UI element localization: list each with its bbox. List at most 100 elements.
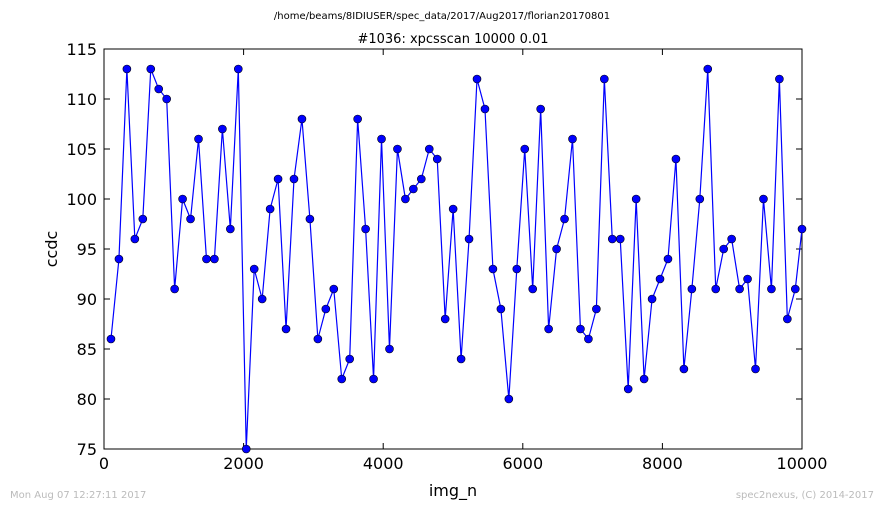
data-point	[623, 384, 633, 394]
data-point	[647, 294, 657, 304]
x-tick-label: 8000	[642, 454, 683, 473]
data-point	[154, 84, 164, 94]
y-tick-label: 105	[66, 140, 97, 159]
data-point	[393, 144, 402, 154]
data-point	[536, 104, 545, 114]
data-point	[170, 284, 179, 294]
series-line	[110, 68, 803, 450]
data-point	[743, 274, 752, 284]
data-point	[719, 244, 728, 254]
data-point	[417, 174, 426, 184]
data-point	[249, 264, 259, 274]
data-point	[257, 294, 267, 304]
data-point	[273, 174, 283, 184]
data-point	[321, 304, 331, 314]
data-point	[767, 284, 776, 294]
data-point	[377, 134, 386, 144]
data-point	[600, 74, 609, 84]
data-point	[560, 214, 569, 224]
data-point	[146, 64, 156, 74]
data-point	[783, 314, 792, 324]
data-point	[122, 64, 132, 74]
data-point	[735, 284, 744, 294]
data-point	[655, 274, 665, 284]
data-point	[194, 134, 203, 144]
x-tick-label: 10000	[777, 454, 828, 473]
data-point	[448, 204, 458, 214]
data-point	[138, 214, 148, 224]
data-point	[130, 234, 140, 244]
data-point	[345, 354, 354, 364]
data-point	[178, 194, 187, 204]
data-point	[385, 344, 394, 354]
y-tick-label: 85	[77, 340, 97, 359]
data-point	[265, 204, 275, 214]
x-axis-label: img_n	[429, 481, 477, 501]
data-point	[440, 314, 450, 324]
data-point	[409, 184, 418, 194]
data-point	[114, 254, 124, 264]
data-point	[353, 114, 362, 124]
data-point	[424, 144, 434, 154]
data-point	[512, 264, 522, 274]
data-point	[432, 154, 442, 164]
footer-timestamp: Mon Aug 07 12:27:11 2017	[10, 490, 146, 501]
y-tick-label: 90	[77, 290, 97, 309]
chart-title: #1036: xpcsscan 10000 0.01	[357, 32, 548, 47]
data-point	[544, 324, 553, 334]
data-point	[568, 134, 577, 144]
data-point	[226, 224, 235, 234]
data-point	[106, 334, 116, 344]
data-point	[607, 234, 617, 244]
y-tick-label: 75	[77, 440, 97, 459]
data-point	[727, 234, 736, 244]
data-point	[679, 364, 689, 374]
data-point	[289, 174, 299, 184]
y-tick-label: 95	[77, 240, 97, 259]
data-point	[576, 324, 585, 334]
data-point	[552, 244, 561, 254]
data-point	[615, 234, 625, 244]
data-point	[464, 234, 474, 244]
x-tick-label: 0	[99, 454, 109, 473]
data-point	[631, 194, 641, 204]
file-path-header: /home/beams/8IDIUSER/spec_data/2017/Aug2…	[274, 11, 610, 22]
data-point	[504, 394, 514, 404]
data-point	[528, 284, 538, 294]
data-point	[305, 214, 315, 224]
data-point	[703, 64, 713, 74]
data-point	[671, 154, 681, 164]
x-tick-label: 6000	[502, 454, 543, 473]
data-point	[711, 284, 721, 294]
data-point	[162, 94, 171, 104]
data-point	[337, 374, 347, 384]
data-point	[496, 304, 506, 314]
data-point	[790, 284, 800, 294]
data-point	[329, 284, 339, 294]
y-tick-label: 115	[66, 40, 97, 59]
data-point	[313, 334, 323, 344]
data-point	[210, 254, 219, 264]
data-point	[218, 124, 227, 134]
data-point	[456, 354, 466, 364]
data-point	[584, 334, 593, 344]
y-tick-label: 80	[77, 390, 97, 409]
data-point	[241, 444, 251, 454]
y-axis-label: ccdc	[42, 231, 61, 268]
data-point	[202, 254, 211, 264]
data-point	[361, 224, 370, 234]
data-point	[592, 304, 601, 314]
y-tick-label: 100	[66, 190, 97, 209]
data-point	[759, 194, 768, 204]
data-point	[186, 214, 195, 224]
data-point	[401, 194, 410, 204]
data-point	[472, 74, 482, 84]
data-point	[797, 224, 807, 234]
axis-ticks: 0 2000 4000 6000 8000 10000 75 80 85 90 95 100 105 11…	[66, 40, 827, 473]
data-point	[480, 104, 490, 114]
data-point	[297, 114, 307, 124]
data-point	[488, 264, 498, 274]
data-point	[281, 324, 291, 334]
data-point	[751, 364, 760, 374]
